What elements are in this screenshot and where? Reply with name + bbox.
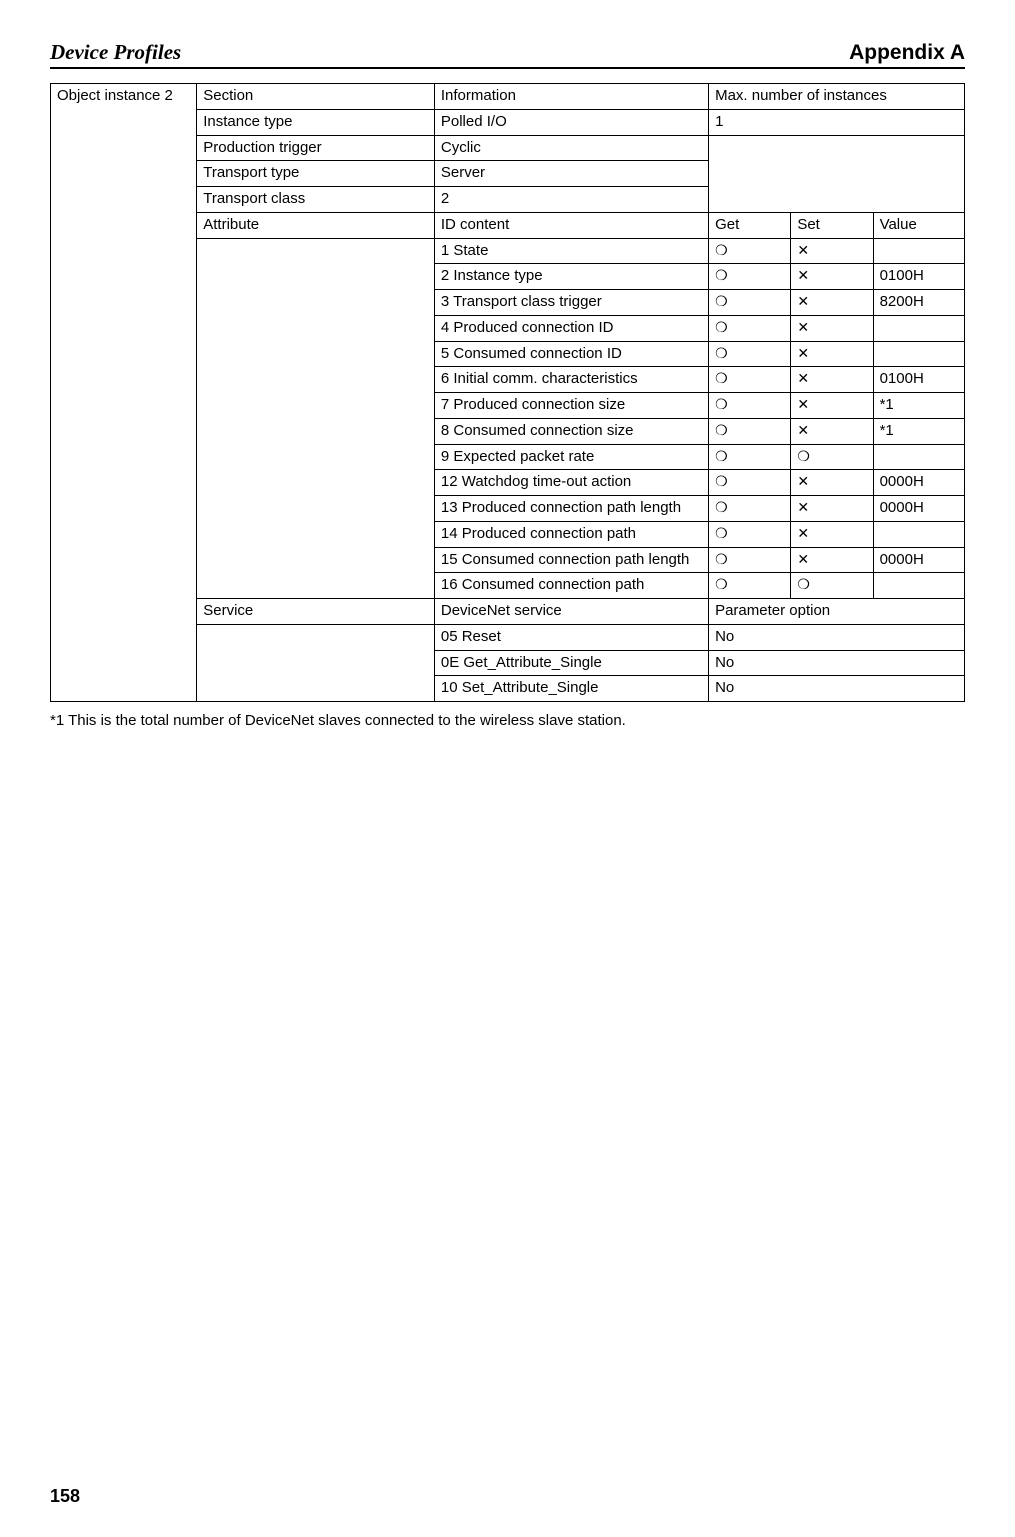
- set-cell: ✕: [791, 290, 873, 316]
- service-header: Service: [197, 599, 435, 625]
- get-cell: ❍: [709, 367, 791, 393]
- get-cell: ❍: [709, 470, 791, 496]
- value-cell: 0100H: [873, 264, 964, 290]
- page-header: Device Profiles Appendix A: [50, 40, 965, 69]
- get-cell: ❍: [709, 573, 791, 599]
- service-param-cell: No: [709, 650, 965, 676]
- service-info-cell: 10 Set_Attribute_Single: [434, 676, 708, 702]
- get-cell: ❍: [709, 393, 791, 419]
- header-title-right: Appendix A: [849, 41, 965, 65]
- value-cell: [873, 315, 964, 341]
- attr-info-cell: 5 Consumed connection ID: [434, 341, 708, 367]
- attr-info-cell: 15 Consumed connection path length: [434, 547, 708, 573]
- page-number: 158: [50, 1486, 80, 1507]
- set-header: Set: [791, 212, 873, 238]
- value-cell: [873, 573, 964, 599]
- attr-info-cell: 7 Produced connection size: [434, 393, 708, 419]
- get-cell: ❍: [709, 496, 791, 522]
- attr-info-cell: 16 Consumed connection path: [434, 573, 708, 599]
- id-content-header: ID content: [434, 212, 708, 238]
- set-cell: ✕: [791, 367, 873, 393]
- service-blank-cell: [197, 624, 435, 701]
- attr-info-cell: 3 Transport class trigger: [434, 290, 708, 316]
- service-param-cell: No: [709, 676, 965, 702]
- value-cell: 0100H: [873, 367, 964, 393]
- info-cell: Polled I/O: [434, 109, 708, 135]
- service-info-cell: 05 Reset: [434, 624, 708, 650]
- get-cell: ❍: [709, 315, 791, 341]
- get-cell: ❍: [709, 547, 791, 573]
- set-cell: ✕: [791, 496, 873, 522]
- value-cell: [873, 444, 964, 470]
- devicenet-service-header: DeviceNet service: [434, 599, 708, 625]
- attr-info-cell: 1 State: [434, 238, 708, 264]
- section-cell: Transport class: [197, 187, 435, 213]
- set-cell: ✕: [791, 521, 873, 547]
- device-profile-table: Object instance 2SectionInformationMax. …: [50, 83, 965, 702]
- section-header: Section: [197, 84, 435, 110]
- get-header: Get: [709, 212, 791, 238]
- value-cell: *1: [873, 418, 964, 444]
- footnote: *1 This is the total number of DeviceNet…: [50, 712, 965, 729]
- get-cell: ❍: [709, 290, 791, 316]
- service-param-cell: No: [709, 624, 965, 650]
- get-cell: ❍: [709, 264, 791, 290]
- set-cell: ✕: [791, 341, 873, 367]
- value-cell: 0000H: [873, 470, 964, 496]
- set-cell: ✕: [791, 393, 873, 419]
- information-header: Information: [434, 84, 708, 110]
- get-cell: ❍: [709, 341, 791, 367]
- set-cell: ✕: [791, 238, 873, 264]
- max-instances-header: Max. number of instances: [709, 84, 965, 110]
- get-cell: ❍: [709, 521, 791, 547]
- section-cell: Transport type: [197, 161, 435, 187]
- attr-info-cell: 2 Instance type: [434, 264, 708, 290]
- attr-info-cell: 6 Initial comm. characteristics: [434, 367, 708, 393]
- max-cell-merged: [709, 135, 965, 212]
- set-cell: ✕: [791, 418, 873, 444]
- value-cell: [873, 521, 964, 547]
- attribute-blank-cell: [197, 238, 435, 599]
- attr-info-cell: 12 Watchdog time-out action: [434, 470, 708, 496]
- set-cell: ✕: [791, 264, 873, 290]
- attr-info-cell: 9 Expected packet rate: [434, 444, 708, 470]
- set-cell: ✕: [791, 547, 873, 573]
- section-cell: Instance type: [197, 109, 435, 135]
- object-instance-cell: Object instance 2: [51, 84, 197, 702]
- attr-info-cell: 13 Produced connection path length: [434, 496, 708, 522]
- value-cell: 0000H: [873, 547, 964, 573]
- value-cell: [873, 341, 964, 367]
- section-cell: Production trigger: [197, 135, 435, 161]
- attr-info-cell: 4 Produced connection ID: [434, 315, 708, 341]
- get-cell: ❍: [709, 418, 791, 444]
- set-cell: ✕: [791, 315, 873, 341]
- info-cell: Cyclic: [434, 135, 708, 161]
- set-cell: ✕: [791, 470, 873, 496]
- set-cell: ❍: [791, 444, 873, 470]
- attribute-header: Attribute: [197, 212, 435, 238]
- value-cell: *1: [873, 393, 964, 419]
- get-cell: ❍: [709, 444, 791, 470]
- set-cell: ❍: [791, 573, 873, 599]
- get-cell: ❍: [709, 238, 791, 264]
- info-cell: Server: [434, 161, 708, 187]
- service-info-cell: 0E Get_Attribute_Single: [434, 650, 708, 676]
- attr-info-cell: 8 Consumed connection size: [434, 418, 708, 444]
- parameter-option-header: Parameter option: [709, 599, 965, 625]
- attr-info-cell: 14 Produced connection path: [434, 521, 708, 547]
- value-cell: 0000H: [873, 496, 964, 522]
- header-title-left: Device Profiles: [50, 40, 181, 65]
- value-header: Value: [873, 212, 964, 238]
- info-cell: 2: [434, 187, 708, 213]
- max-cell: 1: [709, 109, 965, 135]
- value-cell: 8200H: [873, 290, 964, 316]
- value-cell: [873, 238, 964, 264]
